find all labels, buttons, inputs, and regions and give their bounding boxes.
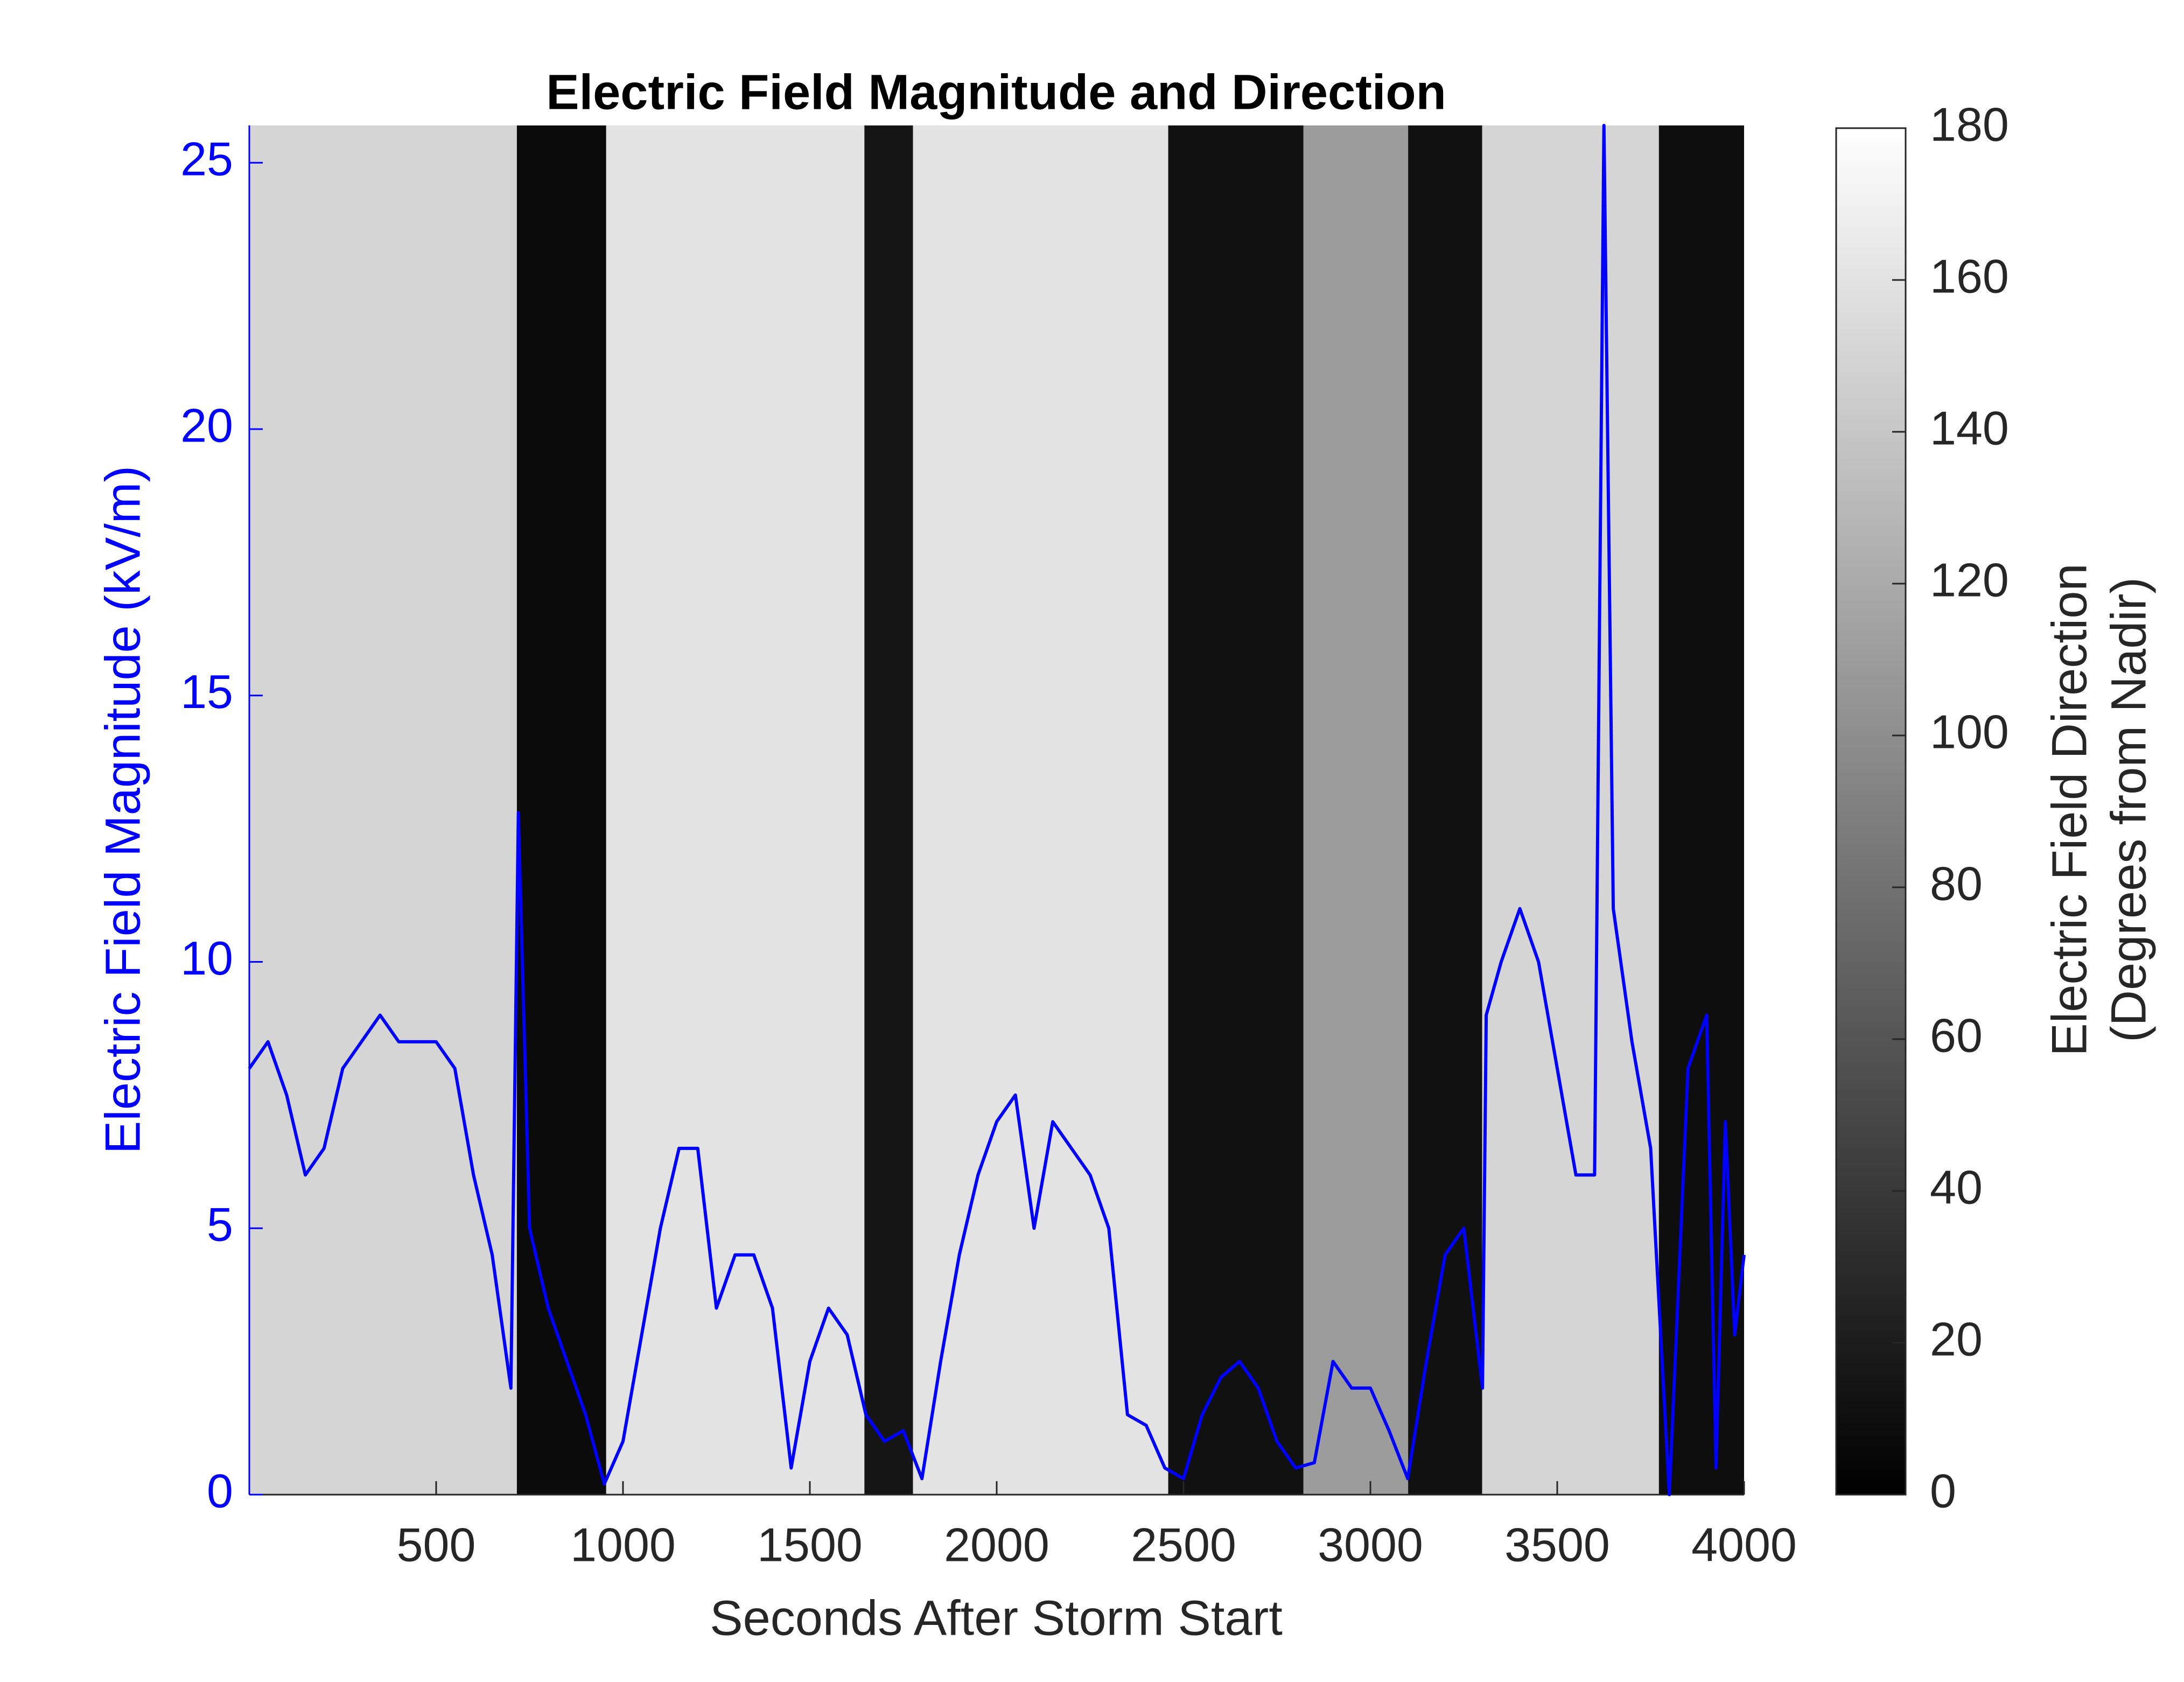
- colorbar-tick-label: 160: [1930, 249, 2009, 303]
- colorbar-tick-label: 180: [1930, 97, 2009, 151]
- data-line: [248, 124, 1746, 1496]
- direction-band: [249, 125, 517, 1495]
- direction-band: [1658, 125, 1744, 1495]
- y-tick-label: 20: [180, 398, 233, 452]
- direction-band: [1303, 125, 1409, 1495]
- x-tick-label: 4000: [1691, 1518, 1797, 1571]
- colorbar-label: Electric Field Direction: [2042, 563, 2097, 1056]
- direction-band: [864, 125, 913, 1495]
- colorbar-tick-label: 60: [1930, 1008, 1983, 1062]
- colorbar-tick-label: 120: [1930, 553, 2009, 606]
- direction-band: [606, 125, 865, 1495]
- y-tick-label: 0: [207, 1464, 233, 1517]
- colorbar-tick-label: 20: [1930, 1312, 1983, 1365]
- x-tick-label: 2500: [1131, 1518, 1236, 1571]
- direction-band: [516, 125, 606, 1495]
- y-tick-label: 10: [180, 931, 233, 985]
- y-tick-label: 15: [180, 665, 233, 718]
- colorbar: [1835, 127, 1907, 1496]
- y-tick-label: 25: [180, 132, 233, 186]
- x-tick-label: 3500: [1504, 1518, 1610, 1571]
- x-tick-label: 500: [397, 1518, 476, 1571]
- chart-title: Electric Field Magnitude and Direction: [546, 65, 1446, 120]
- x-tick-label: 1500: [757, 1518, 863, 1571]
- direction-band: [1482, 125, 1659, 1495]
- y-axis-label: Electric Field Magnitude (kV/m): [95, 466, 150, 1154]
- colorbar-tick-label: 100: [1930, 705, 2009, 758]
- direction-band: [1168, 125, 1304, 1495]
- y-tick-label: 5: [207, 1198, 233, 1251]
- colorbar-tick-label: 80: [1930, 857, 1983, 910]
- x-tick-label: 3000: [1318, 1518, 1423, 1571]
- x-axis-label: Seconds After Storm Start: [710, 1590, 1283, 1645]
- x-tick-label: 2000: [944, 1518, 1049, 1571]
- colorbar-tick-label: 0: [1930, 1464, 1956, 1517]
- colorbar-tick-label: 140: [1930, 401, 2009, 454]
- x-tick-label: 1000: [570, 1518, 676, 1571]
- colorbar-label: (Degrees from Nadir): [2101, 577, 2156, 1042]
- direction-band: [913, 125, 1168, 1495]
- colorbar-tick-label: 40: [1930, 1160, 1983, 1214]
